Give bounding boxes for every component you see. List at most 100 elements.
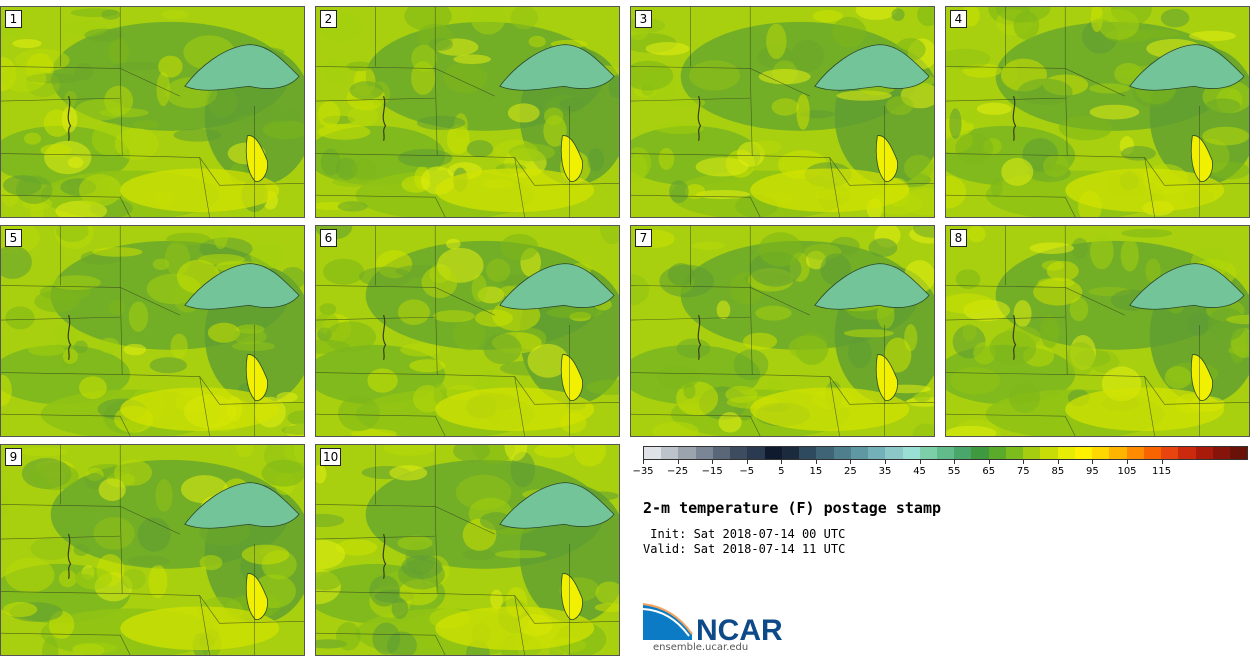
panel-number: 9: [5, 448, 22, 466]
colorbar-swatch: [868, 447, 886, 459]
colorbar-swatch: [695, 447, 713, 459]
panel-number: 10: [320, 448, 342, 466]
colorbar-tick-mark: [815, 460, 817, 464]
colorbar-tick-label: 115: [1152, 466, 1172, 477]
colorbar-swatch: [1023, 447, 1041, 459]
colorbar-swatch: [988, 447, 1006, 459]
colorbar-swatch: [730, 447, 748, 459]
colorbar-swatch: [1057, 447, 1075, 459]
colorbar-swatch: [1143, 447, 1162, 459]
map-panel: 8: [945, 225, 1250, 437]
plot-title: 2-m temperature (F) postage stamp: [643, 499, 942, 517]
colorbar-swatch: [1195, 447, 1213, 459]
colorbar-tick-mark: [954, 460, 956, 464]
panel-number: 8: [950, 229, 967, 247]
colorbar-swatch: [799, 447, 817, 459]
map-panel: 4: [945, 6, 1250, 218]
temperature-map: [1, 7, 304, 217]
colorbar-swatch: [1092, 447, 1110, 459]
temperature-map: [946, 226, 1249, 436]
colorbar-tick-label: −5: [739, 466, 755, 477]
colorbar-swatch: [885, 447, 903, 459]
colorbar-swatch: [919, 447, 937, 459]
colorbar: −35 −25 −15 −5 5 15 25 35 45 55 65 75 85 95 105 115: [632, 446, 1248, 480]
panel-number: 7: [635, 229, 652, 247]
colorbar-tick-label: 15: [809, 466, 823, 477]
map-panel: 7: [630, 225, 935, 437]
map-panel: 10: [315, 444, 620, 656]
colorbar-tick-mark: [643, 460, 644, 464]
colorbar-tick-mark: [1023, 460, 1025, 464]
colorbar-swatch: [1161, 447, 1179, 459]
colorbar-swatch: [712, 447, 731, 459]
panel-number: 5: [5, 229, 22, 247]
panel-number: 4: [950, 10, 967, 28]
colorbar-swatch: [954, 447, 972, 459]
colorbar-tick-mark: [712, 460, 714, 464]
colorbar-tick-mark: [746, 460, 748, 464]
temperature-map: [1, 226, 304, 436]
colorbar-swatch: [1212, 447, 1230, 459]
colorbar-tick-mark: [919, 460, 921, 464]
valid-time: Valid: Sat 2018-07-14 11 UTC: [643, 542, 846, 556]
colorbar-tick-label: 25: [844, 466, 857, 477]
map-panel: 1: [0, 6, 305, 218]
map-panel: 2: [315, 6, 620, 218]
colorbar-swatch: [850, 447, 869, 459]
temperature-map: [316, 7, 619, 217]
colorbar-tick-mark: [677, 460, 679, 464]
colorbar-tick-mark: [1161, 460, 1163, 464]
colorbar-swatch: [644, 447, 662, 459]
map-panel: 9: [0, 444, 305, 656]
colorbar-swatch: [936, 447, 955, 459]
panel-number: 3: [635, 10, 652, 28]
temperature-map: [316, 445, 619, 655]
colorbar-tick-label: −15: [701, 466, 723, 477]
colorbar-swatch: [781, 447, 800, 459]
colorbar-tick-label: 95: [1086, 466, 1099, 477]
colorbar-tick-label: 35: [878, 466, 892, 477]
panel-number: 1: [5, 10, 22, 28]
temperature-map: [1, 445, 304, 655]
colorbar-swatch: [764, 447, 782, 459]
colorbar-swatch: [1229, 447, 1248, 459]
logo-wordmark: NCAR: [696, 614, 783, 645]
logo-url: ensemble.ucar.edu: [653, 642, 749, 653]
colorbar-tick-mark: [781, 460, 783, 464]
colorbar-swatch: [1126, 447, 1144, 459]
colorbar-swatch: [902, 447, 920, 459]
ncar-logo: NCAR: [642, 603, 783, 645]
temperature-map: [316, 226, 619, 436]
colorbar-tick-label: 105: [1117, 466, 1137, 477]
panel-number: 2: [320, 10, 337, 28]
colorbar-tick-mark: [885, 460, 886, 464]
colorbar-tick-label: 65: [982, 466, 996, 477]
map-panel: 3: [630, 6, 935, 218]
colorbar-tick-mark: [1127, 460, 1128, 464]
panel-number: 6: [320, 229, 337, 247]
colorbar-tick-label: −25: [667, 466, 689, 477]
colorbar-tick-label: 75: [1016, 466, 1030, 477]
colorbar-swatch: [1040, 447, 1058, 459]
colorbar-tick-mark: [1092, 460, 1094, 464]
temperature-map: [946, 7, 1249, 217]
colorbar-swatch: [971, 447, 989, 459]
colorbar-tick-label: 55: [947, 466, 961, 477]
temperature-map: [631, 226, 934, 436]
colorbar-swatch: [1005, 447, 1024, 459]
map-panel: 5: [0, 225, 305, 437]
colorbar-swatch: [678, 447, 696, 459]
colorbar-swatch: [661, 447, 679, 459]
colorbar-swatches: [643, 446, 1248, 460]
colorbar-tick-label: 85: [1051, 466, 1065, 477]
temperature-map: [631, 7, 934, 217]
colorbar-tick-label: 45: [913, 466, 926, 477]
colorbar-swatch: [1109, 447, 1127, 459]
colorbar-tick-mark: [988, 460, 990, 464]
colorbar-tick-mark: [850, 460, 852, 464]
colorbar-swatch: [1178, 447, 1196, 459]
colorbar-tick-mark: [1057, 460, 1059, 464]
colorbar-swatch: [747, 447, 765, 459]
colorbar-tick-label: 5: [778, 466, 785, 477]
init-time: Init: Sat 2018-07-14 00 UTC: [643, 527, 846, 541]
